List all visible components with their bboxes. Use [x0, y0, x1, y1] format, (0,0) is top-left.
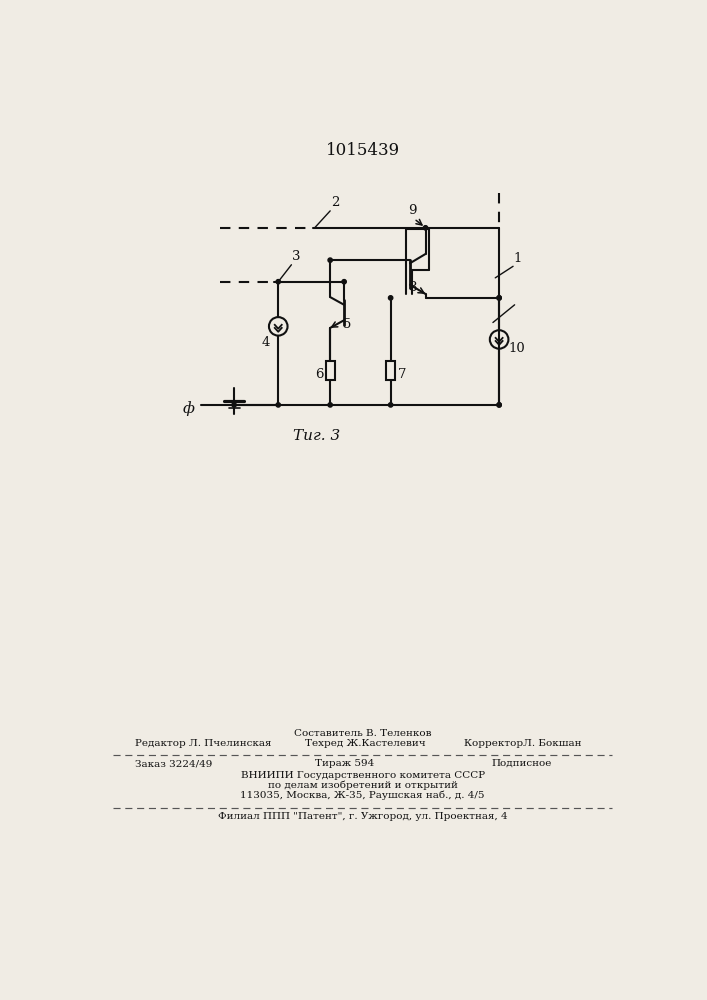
Bar — [386, 361, 395, 380]
Text: Τиг. 3: Τиг. 3 — [293, 429, 341, 443]
Text: Подписное: Подписное — [491, 759, 551, 768]
Text: 10: 10 — [508, 342, 525, 355]
Text: Филиал ППП "Патент", г. Ужгород, ул. Проектная, 4: Филиал ППП "Патент", г. Ужгород, ул. Про… — [218, 812, 508, 821]
Circle shape — [388, 296, 393, 300]
Text: по делам изобретений и открытий: по делам изобретений и открытий — [268, 781, 457, 790]
Circle shape — [497, 296, 501, 300]
Circle shape — [276, 403, 281, 407]
Text: КорректорЛ. Бокшан: КорректорЛ. Бокшан — [464, 739, 582, 748]
Circle shape — [497, 403, 501, 407]
Text: 1015439: 1015439 — [326, 142, 399, 159]
Circle shape — [497, 296, 501, 300]
Circle shape — [388, 403, 393, 407]
Circle shape — [328, 403, 332, 407]
Text: 3: 3 — [292, 250, 300, 263]
Circle shape — [276, 280, 281, 284]
Text: 1: 1 — [514, 252, 522, 265]
Circle shape — [497, 403, 501, 407]
Circle shape — [423, 226, 428, 230]
Text: 4: 4 — [261, 336, 269, 349]
Text: 6: 6 — [315, 368, 323, 381]
Text: Тираж 594: Тираж 594 — [315, 759, 374, 768]
Text: 9: 9 — [409, 204, 417, 217]
Text: Заказ 3224/49: Заказ 3224/49 — [135, 759, 212, 768]
Bar — [325, 361, 335, 380]
Text: Техред Ж.Кастелевич: Техред Ж.Кастелевич — [305, 739, 426, 748]
Text: 2: 2 — [331, 196, 339, 209]
Text: 7: 7 — [397, 368, 406, 381]
Text: 5: 5 — [343, 318, 351, 331]
Text: Редактор Л. Пчелинская: Редактор Л. Пчелинская — [135, 739, 271, 748]
Text: Составитель В. Теленков: Составитель В. Теленков — [294, 729, 431, 738]
Text: ВНИИПИ Государственного комитета СССР: ВНИИПИ Государственного комитета СССР — [240, 771, 485, 780]
Circle shape — [232, 403, 236, 407]
Circle shape — [328, 258, 332, 262]
Text: 113035, Москва, Ж-35, Раушская наб., д. 4/5: 113035, Москва, Ж-35, Раушская наб., д. … — [240, 791, 485, 800]
Text: ф: ф — [183, 401, 195, 416]
Text: 8: 8 — [409, 281, 417, 294]
Circle shape — [342, 280, 346, 284]
